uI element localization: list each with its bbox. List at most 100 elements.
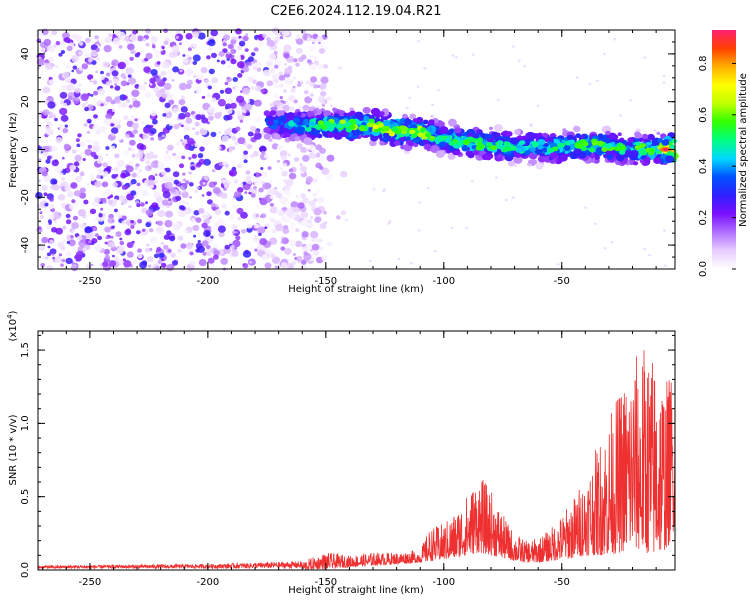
spectrogram-signal-cell [430, 114, 434, 118]
spectrogram-signal-cell [302, 104, 310, 111]
spectrogram-signal-cell [422, 119, 429, 125]
spectrogram-cell [112, 37, 121, 46]
spectrogram-cell [114, 85, 121, 91]
spectrogram-cell [97, 168, 104, 174]
spectrogram-cell [232, 239, 241, 248]
spectrogram-cell [191, 153, 197, 159]
spectrogram-cell [59, 91, 68, 99]
spectrogram-cell [426, 187, 430, 190]
spectrogram-signal-cell [456, 140, 464, 146]
spectrogram-signal-cell [467, 152, 475, 159]
spectrogram-cell [93, 114, 98, 119]
spectrogram-cell [324, 87, 328, 91]
spectrogram-cell [222, 42, 227, 47]
spectrogram-cell [226, 114, 233, 121]
spectrogram-cell [237, 216, 242, 221]
spectrogram-cell [254, 85, 262, 92]
spectrogram-cell [629, 99, 633, 102]
spectrogram-cell [188, 157, 192, 160]
spectrogram-cell [318, 165, 324, 170]
spectrogram-cell [61, 156, 65, 160]
spectrogram-cell [95, 48, 100, 52]
spectrogram-cell [111, 118, 118, 124]
spectrogram-cell [150, 151, 154, 155]
spectrogram-cell [222, 34, 230, 41]
spectrogram-cell [282, 227, 290, 234]
spectrogram-cell [161, 46, 165, 50]
spectrogram-signal-cell [559, 154, 568, 162]
spectrogram-cell [210, 131, 217, 138]
spectrogram-cell [203, 158, 212, 166]
spectrogram-signal-cell [504, 141, 511, 147]
y-tick-label: 1.5 [20, 342, 31, 358]
spectrogram-cell [111, 108, 116, 113]
spectrogram-cell [300, 165, 307, 172]
spectrogram-cell [136, 35, 144, 42]
spectrogram-cell [179, 69, 183, 72]
spectrogram-cell [224, 244, 230, 250]
spectrogram-cell [224, 185, 228, 189]
spectrogram-cell [65, 64, 72, 70]
spectrogram-cell [172, 152, 177, 157]
spectrogram-cell [167, 249, 172, 253]
spectrogram-signal-cell [614, 146, 621, 152]
spectrogram-cell [536, 104, 540, 108]
spectrogram-cell [237, 137, 246, 145]
spectrogram-cell [145, 42, 150, 47]
spectrogram-cell [252, 151, 259, 157]
spectrogram-signal-cell [270, 106, 277, 112]
spectrogram-cell [185, 117, 193, 124]
spectrogram-cell [218, 231, 225, 238]
spectrogram-cell [180, 115, 185, 120]
spectrogram-cell [316, 80, 320, 84]
spectrogram-cell [97, 235, 103, 241]
spectrogram-signal-cell [382, 120, 391, 127]
spectrogram-signal-cell [517, 135, 523, 140]
spectrogram-cell [269, 217, 276, 223]
spectrogram-cell [308, 44, 317, 52]
y-tick-label: 0.5 [20, 489, 31, 505]
spectrogram-cell [58, 253, 63, 257]
spectrogram-signal-cell [401, 126, 408, 132]
spectrogram-cell [180, 106, 188, 113]
spectrogram-cell [161, 170, 167, 176]
spectrogram-cell [51, 146, 58, 152]
spectrogram-cell [114, 153, 120, 159]
spectrogram-cell [190, 217, 196, 222]
spectrogram-cell [148, 264, 152, 268]
spectrogram-cell [68, 239, 76, 247]
spectrogram-cell [120, 172, 127, 179]
spectrogram-signal-cell [406, 136, 411, 141]
spectrogram-signal-cell [305, 127, 312, 132]
spectrogram-cell [388, 220, 392, 223]
spectrogram-cell [243, 150, 249, 155]
spectrogram-cell [226, 108, 233, 115]
snr-x-axis-label: Height of straight line (km) [288, 585, 424, 596]
spectrogram-cell [433, 250, 437, 253]
spectrogram-cell [83, 123, 88, 127]
spectrogram-cell [87, 74, 94, 80]
spectrogram-cell [251, 52, 256, 57]
spectrogram-cell [73, 190, 81, 197]
spectrogram-cell [279, 196, 288, 204]
spectrogram-cell [136, 203, 141, 208]
spectrogram-cell [302, 197, 309, 203]
spectrogram-cell [279, 36, 284, 40]
spectrogram-cell [588, 82, 592, 86]
spectrogram-signal-cell [642, 133, 649, 139]
spectrogram-cell [131, 259, 138, 265]
spectrogram-cell [596, 79, 599, 83]
spectrogram-cell [284, 77, 292, 85]
spectrogram-cell [124, 185, 129, 189]
spectrogram-cell [431, 103, 435, 107]
spectrogram-cell [71, 55, 79, 63]
spectrogram-cell [141, 207, 148, 214]
spectrogram-cell [78, 160, 82, 164]
spectrogram-cell [113, 256, 120, 262]
spectrogram-cell [282, 89, 287, 93]
spectrogram-cell [316, 189, 320, 192]
spectrogram-cell [73, 84, 79, 89]
spectrogram-cell [262, 254, 268, 260]
spectrogram-cell [43, 192, 48, 196]
spectrogram-cell [55, 227, 63, 235]
